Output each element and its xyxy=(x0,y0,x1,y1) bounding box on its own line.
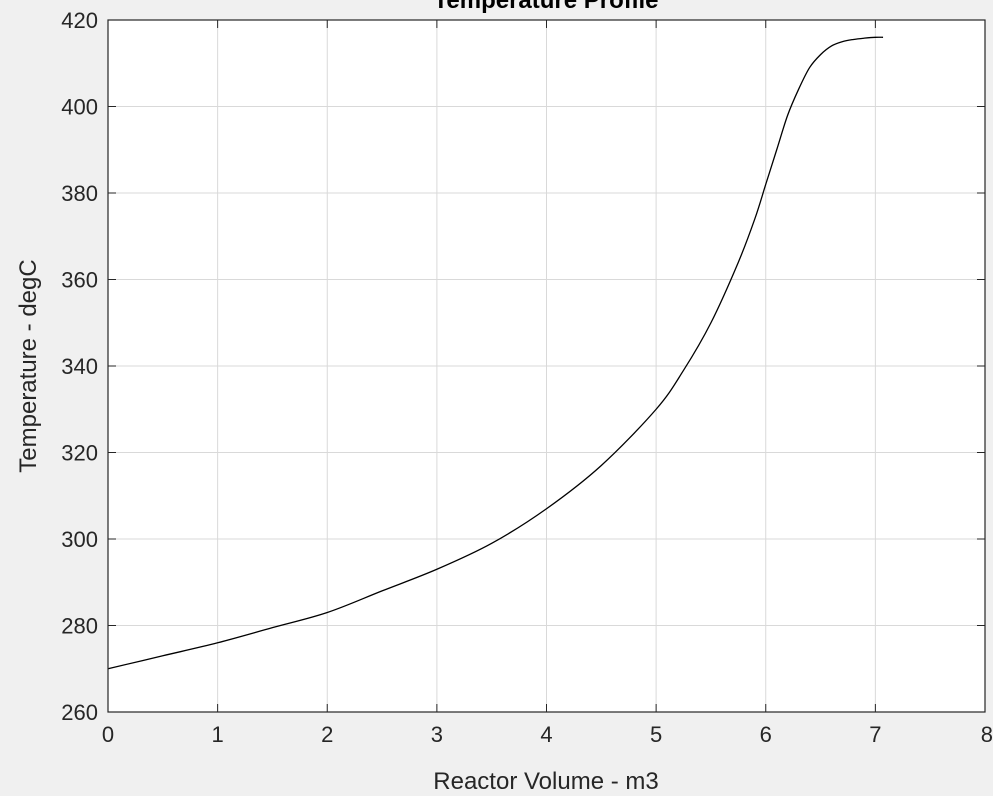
x-tick-label: 3 xyxy=(431,722,443,747)
temperature-series-line xyxy=(107,36,884,670)
chart-title: Temperature Profile xyxy=(434,0,659,14)
y-tick-label: 360 xyxy=(61,268,98,293)
y-tick-label: 300 xyxy=(61,527,98,552)
x-tick-label: 4 xyxy=(540,722,552,747)
y-axis-label: Temperature - degC xyxy=(15,259,42,472)
y-tick-label: 320 xyxy=(61,441,98,466)
x-tick-label: 0 xyxy=(102,722,114,747)
y-tick-label: 340 xyxy=(61,354,98,379)
y-tick-label: 380 xyxy=(61,181,98,206)
y-tick-label: 280 xyxy=(61,614,98,639)
y-tick-label: 420 xyxy=(61,8,98,33)
y-tick-label: 400 xyxy=(61,95,98,120)
x-tick-label: 7 xyxy=(869,722,881,747)
x-tick-label: 5 xyxy=(650,722,662,747)
x-tick-label: 1 xyxy=(212,722,224,747)
x-tick-label: 8 xyxy=(981,722,993,747)
grid xyxy=(108,20,985,712)
x-tick-label: 2 xyxy=(321,722,333,747)
x-axis-label: Reactor Volume - m3 xyxy=(433,768,658,795)
y-tick-label: 260 xyxy=(61,700,98,725)
x-tick-label: 6 xyxy=(760,722,772,747)
ticks: 0 1 2 3 4 5 6 7 8 260 280 300 320 340 360 380 400 420 xyxy=(61,8,993,747)
series-layer xyxy=(107,36,884,670)
